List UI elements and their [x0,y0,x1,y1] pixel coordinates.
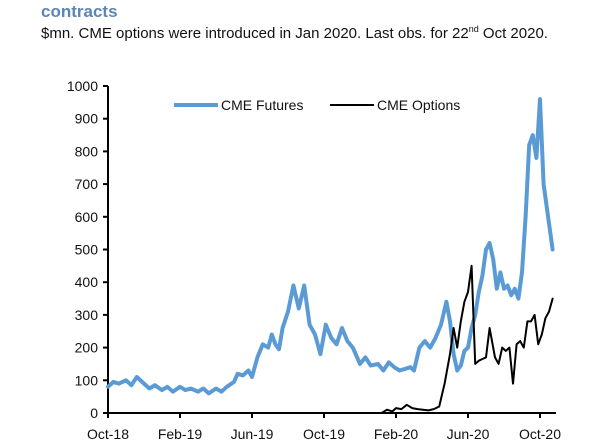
chart-subtitle: $mn. CME options were introduced in Jan … [41,24,581,44]
y-tick-label: 0 [90,405,98,421]
y-tick-label: 300 [75,307,99,323]
legend-label-futures: CME Futures [221,97,303,113]
y-tick-label: 500 [75,242,99,258]
series-line-cme-options [380,264,554,414]
x-axis: Oct-18 Feb-19 Jun-19 Oct-19 Feb-20 Jun-20 Oct-… [87,412,561,442]
subtitle-superscript: nd [468,24,479,34]
x-tick-label: Jun-20 [447,426,490,442]
x-tick-label: Oct-19 [303,426,345,442]
y-tick-label: 200 [75,340,99,356]
y-tick-label: 1000 [67,78,98,94]
x-tick-label: Oct-20 [519,426,561,442]
x-tick-label: Oct-18 [87,426,129,442]
x-tick-label: Feb-19 [158,426,203,442]
y-axis: 0 100 200 300 400 500 600 700 800 900 1000 [67,78,109,421]
y-tick-label: 400 [75,274,99,290]
series-group [106,97,555,414]
subtitle-text-end: Oct 2020. [478,25,548,42]
series-line-cme-futures [106,97,555,396]
subtitle-text: $mn. CME options were introduced in Jan … [41,25,469,42]
y-tick-label: 900 [75,111,99,127]
y-tick-label: 700 [75,176,99,192]
y-tick-label: 600 [75,209,99,225]
x-tick-label: Jun-19 [231,426,274,442]
y-tick-label: 100 [75,372,99,388]
y-tick-label: 800 [75,143,99,159]
legend-label-options: CME Options [377,97,460,113]
x-tick-label: Feb-20 [374,426,419,442]
chart-title: contracts [41,2,118,21]
legend: CME Futures CME Options [174,97,460,113]
